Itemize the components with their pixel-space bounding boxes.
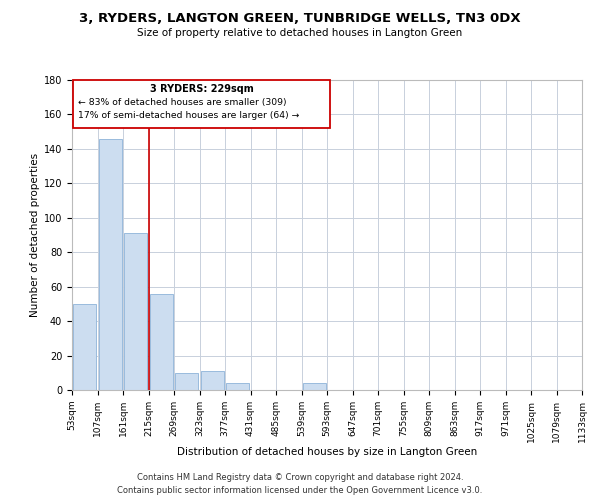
Bar — [175, 373, 199, 390]
Bar — [226, 383, 250, 390]
Text: ← 83% of detached houses are smaller (309): ← 83% of detached houses are smaller (30… — [79, 98, 287, 107]
Text: Contains HM Land Registry data © Crown copyright and database right 2024.
Contai: Contains HM Land Registry data © Crown c… — [118, 473, 482, 495]
Bar — [124, 234, 148, 390]
Text: 17% of semi-detached houses are larger (64) →: 17% of semi-detached houses are larger (… — [79, 111, 300, 120]
Text: Size of property relative to detached houses in Langton Green: Size of property relative to detached ho… — [137, 28, 463, 38]
Text: 3, RYDERS, LANGTON GREEN, TUNBRIDGE WELLS, TN3 0DX: 3, RYDERS, LANGTON GREEN, TUNBRIDGE WELL… — [79, 12, 521, 26]
Bar — [149, 294, 173, 390]
Text: 3 RYDERS: 229sqm: 3 RYDERS: 229sqm — [149, 84, 253, 94]
Bar — [302, 383, 326, 390]
X-axis label: Distribution of detached houses by size in Langton Green: Distribution of detached houses by size … — [177, 448, 477, 458]
Bar — [73, 304, 97, 390]
FancyBboxPatch shape — [73, 80, 329, 128]
Bar — [98, 138, 122, 390]
Y-axis label: Number of detached properties: Number of detached properties — [29, 153, 40, 317]
Bar — [200, 371, 224, 390]
